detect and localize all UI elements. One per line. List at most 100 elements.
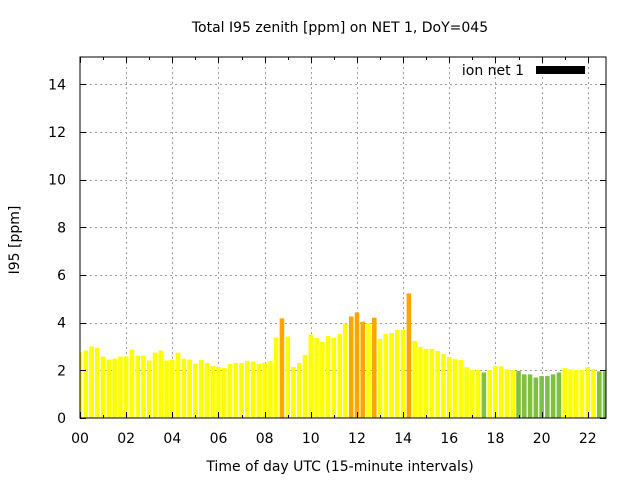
bar — [366, 323, 371, 418]
grid-lines — [80, 57, 606, 418]
bar — [100, 356, 106, 418]
bar — [216, 367, 221, 418]
bar — [331, 337, 337, 418]
bar — [233, 362, 239, 418]
bar — [545, 376, 550, 418]
bar — [418, 346, 423, 418]
bar — [152, 352, 158, 418]
bar — [527, 374, 533, 418]
bar — [227, 363, 233, 418]
bar — [325, 335, 331, 418]
legend: ion net 1 — [462, 63, 585, 79]
y-tick-label: 0 — [57, 411, 66, 427]
bar — [83, 350, 89, 418]
bar — [568, 369, 573, 418]
x-tick-label: 08 — [256, 431, 274, 447]
bar — [516, 370, 521, 418]
x-tick-label: 16 — [440, 431, 458, 447]
x-tick-label: 10 — [302, 431, 320, 447]
bar — [464, 367, 469, 418]
bar — [493, 366, 498, 418]
bar — [95, 347, 100, 418]
y-tick-label: 10 — [48, 173, 66, 189]
y-axis-label: I95 [ppm] — [7, 206, 23, 275]
bar — [129, 349, 135, 418]
bar — [602, 371, 606, 418]
bar — [470, 370, 475, 418]
bar — [256, 363, 262, 418]
bar — [533, 377, 539, 418]
bar — [187, 359, 192, 418]
bar — [579, 370, 585, 418]
bar — [441, 354, 446, 418]
bar — [106, 359, 112, 418]
bar — [314, 337, 319, 418]
y-tick-label: 8 — [57, 220, 66, 236]
bar — [487, 370, 492, 418]
bar — [354, 312, 360, 418]
bar — [158, 350, 164, 418]
bar — [175, 352, 181, 418]
bar — [360, 321, 366, 418]
bar — [221, 367, 227, 418]
bar — [302, 354, 308, 418]
bar — [80, 352, 83, 418]
x-tick-labels: 00 02 04 06 08 10 12 14 16 18 20 22 — [71, 431, 597, 447]
bar — [585, 367, 591, 418]
legend-label: ion net 1 — [462, 63, 524, 79]
y-tick-label: 6 — [57, 268, 66, 284]
y-tick-labels: 0 2 4 6 8 10 12 14 — [48, 77, 66, 427]
bar — [291, 367, 296, 418]
bar — [389, 332, 394, 418]
x-tick-label: 20 — [533, 431, 551, 447]
bar — [383, 333, 389, 418]
bar — [164, 360, 169, 418]
x-tick-label: 00 — [71, 431, 89, 447]
bar — [550, 374, 556, 418]
x-tick-label: 18 — [487, 431, 505, 447]
bar — [412, 341, 417, 418]
bar — [348, 316, 354, 418]
bar — [250, 361, 256, 418]
y-tick-label: 12 — [48, 125, 66, 141]
bar — [285, 336, 291, 418]
x-tick-label: 12 — [348, 431, 366, 447]
x-tick-label: 22 — [579, 431, 597, 447]
bar — [573, 370, 579, 418]
y-tick-label: 14 — [48, 77, 66, 93]
bar — [597, 371, 602, 418]
bar — [435, 351, 441, 418]
x-tick-label: 02 — [117, 431, 135, 447]
bar — [89, 346, 94, 418]
bar — [395, 329, 400, 418]
bar — [429, 348, 435, 418]
bar — [268, 360, 273, 418]
bar — [204, 362, 210, 418]
chart-title: Total I95 zenith [ppm] on NET 1, DoY=045 — [191, 20, 488, 36]
bar — [458, 360, 464, 418]
bar — [475, 370, 481, 418]
bar — [123, 356, 129, 418]
bar — [504, 369, 510, 418]
y-tick-label: 2 — [57, 363, 66, 379]
bar — [320, 341, 325, 418]
x-axis-label: Time of day UTC (15-minute intervals) — [205, 459, 473, 475]
bar — [337, 333, 342, 418]
bar — [423, 348, 429, 418]
bar — [239, 362, 244, 418]
bar — [371, 317, 377, 418]
x-tick-label: 14 — [394, 431, 412, 447]
bar — [452, 359, 458, 418]
bar — [279, 318, 285, 418]
bar — [141, 355, 146, 418]
bar — [510, 370, 516, 418]
bar — [400, 329, 406, 418]
bar — [591, 369, 596, 418]
bar — [262, 362, 267, 418]
bar — [447, 357, 452, 418]
bar — [273, 337, 279, 418]
bar — [296, 362, 302, 418]
x-tick-label: 04 — [163, 431, 181, 447]
bar — [562, 368, 567, 418]
